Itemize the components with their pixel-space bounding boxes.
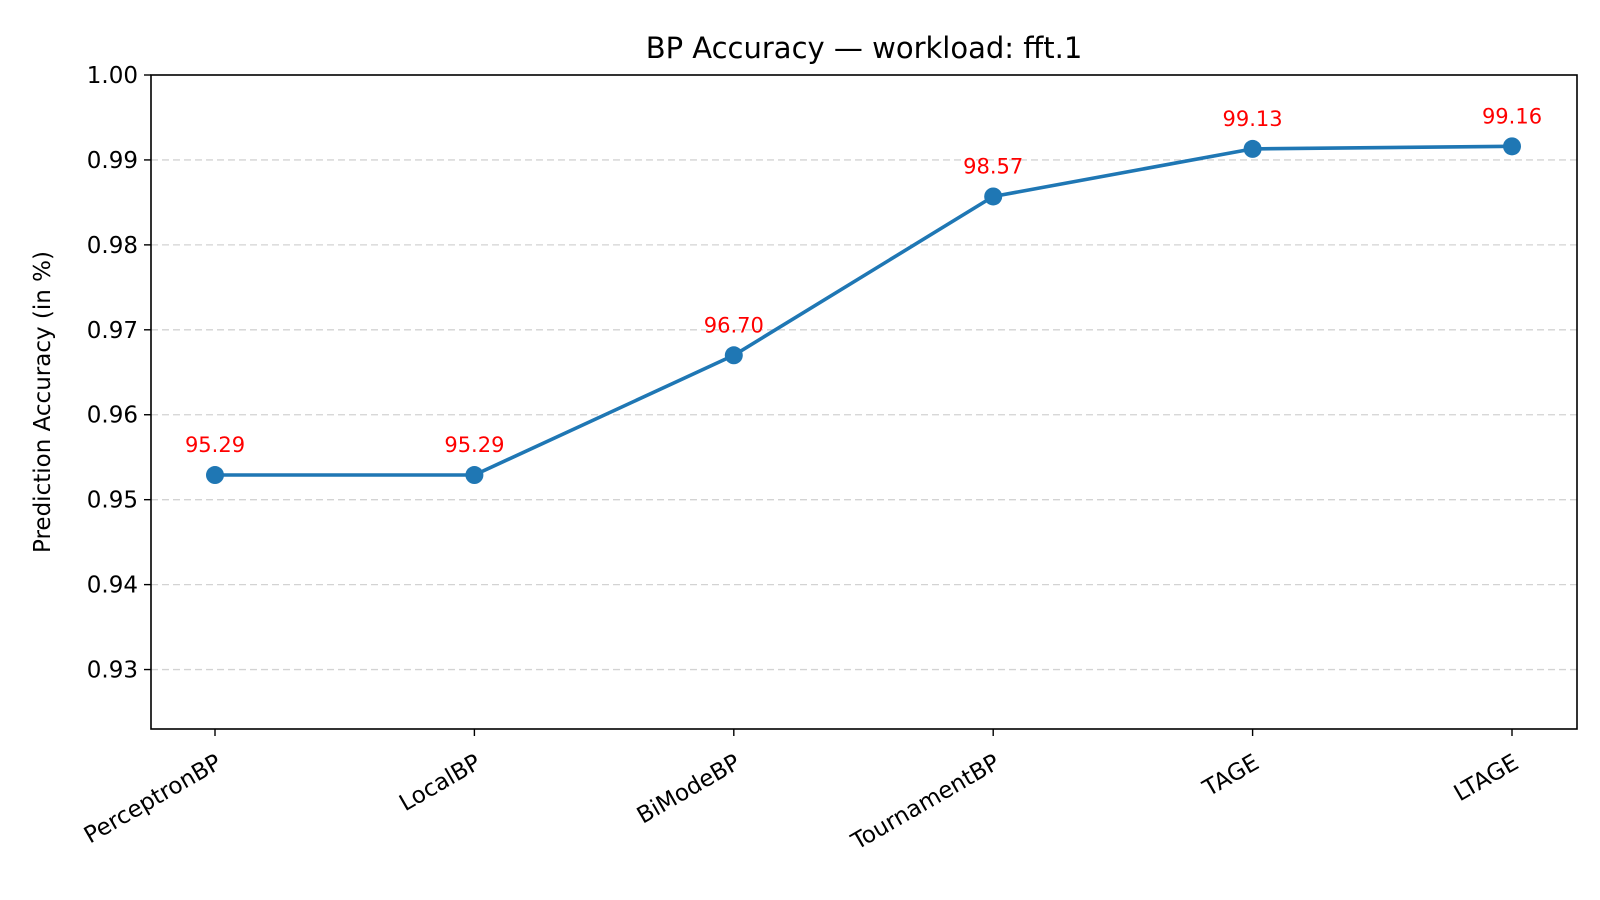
y-axis: 0.93 0.94 0.95 0.96 0.97 0.98 0.99 1.00 [87, 63, 151, 684]
data-label: 95.29 [444, 433, 504, 457]
data-point [465, 466, 484, 485]
y-axis-label: Prediction Accuracy (in %) [30, 251, 56, 553]
y-tick-label: 0.94 [87, 573, 138, 599]
plot-frame [150, 74, 1578, 730]
data-point [206, 466, 224, 485]
y-tick-label: 0.96 [87, 403, 138, 429]
y-tick-label: 0.99 [87, 148, 138, 174]
y-tick-label: 0.95 [87, 488, 138, 514]
data-point [724, 346, 743, 365]
y-tick-label: 0.93 [87, 658, 138, 684]
series-line [213, 144, 1514, 477]
chart-title: BP Accuracy — workload: fft.1 [646, 31, 1083, 65]
y-tick-label: 0.98 [87, 233, 138, 259]
data-label: 98.57 [963, 154, 1023, 178]
data-point [1243, 139, 1262, 158]
series-layer: 95.29 95.29 96.70 98.57 99.13 99.16 [185, 104, 1542, 485]
data-point [984, 187, 1003, 206]
y-tick-label: 0.97 [87, 318, 138, 344]
data-label: 99.16 [1482, 104, 1542, 128]
data-point [1503, 137, 1521, 156]
data-label: 95.29 [185, 433, 245, 457]
data-label: 96.70 [704, 313, 764, 337]
y-tick-label: 1.00 [87, 63, 138, 89]
grid-layer [151, 159, 1577, 671]
data-label: 99.13 [1223, 107, 1283, 131]
